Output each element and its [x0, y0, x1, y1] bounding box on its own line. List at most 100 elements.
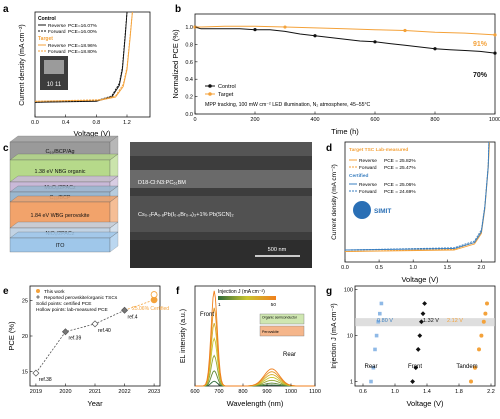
x-tick-label: 0.4: [62, 120, 70, 126]
b-xlabel: Time (h): [331, 127, 359, 136]
f-inset-top-text: Organic semiconductor: [262, 316, 298, 320]
e-point-reported: [121, 306, 129, 314]
d-ylabel: Current density (mA cm⁻²): [331, 164, 338, 240]
stack-layer-top: [9, 195, 119, 203]
a-xlabel: Voltage (V): [73, 129, 111, 138]
x-tick-label: 400: [310, 117, 319, 123]
g-point-tandem: [469, 379, 473, 384]
g-point-front: [410, 379, 415, 384]
panel-d: d 0.0 0.5 1.0 1.5 2.0 Current density (mA cm…: [326, 141, 496, 284]
x-tick-label: 0.0: [31, 120, 39, 126]
g-group-label-tandem: Tandem: [456, 364, 477, 370]
b-note: MPP tracking, 100 mW cm⁻² LED illuminati…: [205, 102, 371, 108]
b-end-label-control: 70%: [473, 72, 488, 79]
y-tick-label: 0.4: [185, 77, 193, 83]
y-tick-label: 1.0: [185, 25, 193, 31]
b-ylabel: Normalized PCE (%): [171, 29, 180, 99]
x-tick-label: 0.6: [359, 389, 367, 395]
g-band: [355, 318, 495, 327]
a-legend-1-0-label: Reverse: [48, 43, 66, 49]
b-point: [493, 33, 497, 37]
sem-image: D18-Cl:N3:PC₆₁BM Cs₀.₂FA₀.₈Pb(I₀.₆Br₀.₄)…: [130, 142, 312, 268]
e-legend-solid: Solid points: certified PCE: [36, 301, 91, 307]
e-series-group: [32, 291, 158, 377]
b-end-label-target: 91%: [473, 41, 488, 48]
a-legend-group-0-title: Control: [38, 16, 56, 22]
panel-e: e 2019 2020 2021 2022 2023 15 20 25 PCE (%) Yea…: [3, 285, 169, 408]
b-legend-target: Target: [218, 92, 234, 98]
g-point-rear: [371, 365, 376, 370]
f-colorbar-max: 50: [271, 302, 277, 308]
x-tick-label: 0.0: [341, 265, 349, 271]
e-legend-hollow: Hollow points: lab-measured PCE: [36, 307, 108, 313]
d-legend-cert-title: Certified: [349, 173, 369, 179]
simit-logo-mark: [353, 201, 371, 219]
d-legend-lab-rev: Reverse: [359, 158, 377, 164]
e-legend-marker-reported: [36, 295, 40, 299]
panel-letter-e: e: [3, 286, 9, 297]
stack-layer-top: [9, 185, 119, 193]
g-point-tandem: [477, 347, 481, 352]
x-tick-label: 900: [262, 389, 271, 395]
g-group-label-front: Front: [408, 364, 422, 370]
a-legend-1-1-label: Forward: [48, 49, 66, 55]
sem-top-label: D18-Cl:N3:PC₆₁BM: [138, 180, 186, 186]
device-stack: C₆₀/BCP/Ag1.38 eV NBG organicMoOₓ/2PACzC…: [9, 135, 119, 253]
stack-layer-top: [9, 135, 119, 143]
sem-top-layer: [130, 142, 312, 156]
a-legend-0-0-label: Reverse: [48, 23, 66, 29]
b-legend-marker-control: [208, 84, 212, 88]
y-tick-label: 10: [347, 334, 353, 340]
e-point-reported: [32, 369, 40, 377]
d-legend-cert-fwd-pce: PCE = 24.69%: [384, 189, 416, 195]
e-trend-line: [124, 299, 155, 311]
b-series-line: [195, 25, 496, 36]
e-plot-frame: [29, 285, 161, 387]
sem-perovskite-layer: [130, 196, 312, 232]
x-tick-label: 1.2: [123, 120, 131, 126]
stack-layer-label: ITO: [56, 243, 65, 249]
a-legend-0-1-pce: PCE=16.00%: [68, 29, 98, 35]
e-legend-marker-this-work: [36, 289, 40, 293]
y-tick-label: 25: [22, 298, 28, 304]
a-legend-0-1-label: Forward: [48, 29, 66, 35]
a-legend-0-0-pce: PCE=16.07%: [68, 23, 98, 29]
d-legend: Target TSC Lab-measured Reverse PCE = 25…: [349, 147, 416, 195]
g-point-front: [422, 301, 427, 306]
g-point-tandem: [479, 333, 484, 338]
g-point-front: [419, 319, 424, 325]
e-xlabel: Year: [87, 399, 103, 408]
f-colorbar-min: 1: [218, 302, 221, 308]
b-point: [403, 28, 407, 33]
e-point-label: ref.4: [128, 314, 138, 320]
panel-a: a 0.0 0.4 0.8 1.2 Current density (mA cm⁻²)…: [3, 4, 151, 138]
g-xlabel: Voltage (V): [406, 399, 444, 408]
simit-logo-text: SIMIT: [374, 208, 391, 215]
panel-f: f 600 700 800 900 1000 1100 EL intensity (a.u…: [176, 285, 321, 408]
g-point-rear: [378, 311, 382, 316]
d-legend-lab-fwd: Forward: [359, 165, 377, 171]
e-ylabel: PCE (%): [7, 321, 16, 351]
x-tick-label: 800: [430, 117, 439, 123]
x-tick-label: 1.0: [391, 389, 399, 395]
panel-letter-f: f: [176, 286, 180, 297]
x-tick-label: 0.5: [375, 265, 383, 271]
d-legend-lab-title: Target TSC Lab-measured: [349, 147, 408, 153]
a-legend: Control Reverse PCE=16.07% Forward PCE=1…: [38, 16, 98, 55]
stack-layer-top: [9, 221, 119, 229]
sem-mid-label: Cs₀.₂FA₀.₈Pb(I₀.₆Br₀.₄)₃+1% Pb(SCN)₂: [138, 212, 234, 218]
x-tick-label: 1100: [309, 389, 321, 395]
f-inset-organic: [259, 313, 305, 325]
a-legend-1-1-pce: PCE=18.80%: [68, 49, 98, 55]
e-point-this-work: [150, 291, 158, 298]
f-spectrum-line: [195, 337, 315, 387]
f-inset-perovskite: [259, 325, 305, 337]
y-tick-label: 0.8: [185, 42, 193, 48]
f-colorbar: [218, 296, 276, 300]
e-point-label: ref.39: [68, 336, 81, 342]
e-legend-this-work: This work: [44, 289, 65, 295]
g-point-tandem: [483, 311, 488, 316]
d-xlabel: Voltage (V): [401, 275, 439, 284]
stack-layer-label: 1.84 eV WBG perovskite: [30, 213, 89, 219]
y-tick-label: 1: [350, 380, 353, 386]
